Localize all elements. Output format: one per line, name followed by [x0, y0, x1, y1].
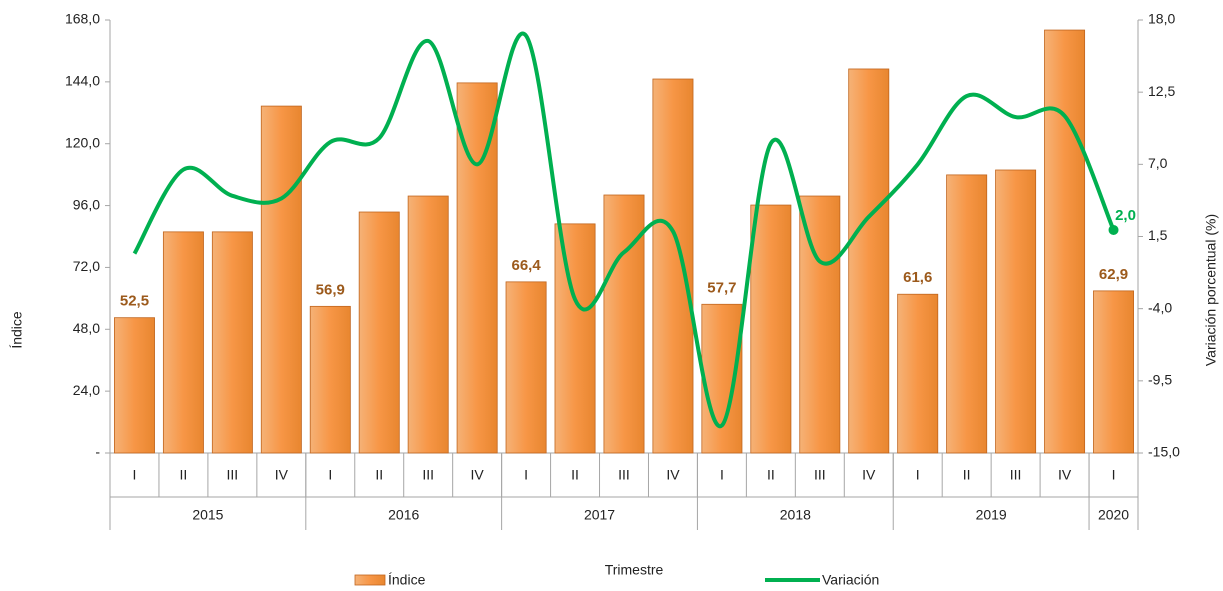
bar [358, 211, 400, 454]
x-tick-label: I [133, 467, 137, 483]
legend-label: Variación [822, 572, 879, 588]
x-axis-title: Trimestre [605, 562, 664, 578]
bar [162, 231, 204, 454]
bar [114, 317, 155, 454]
y2-tick-label: 12,5 [1148, 83, 1175, 99]
x-tick-label: II [571, 467, 579, 483]
y-tick-label: 24,0 [73, 382, 100, 398]
legend-swatch [354, 574, 386, 586]
y2-axis-title: Variación porcentual (%) [1203, 214, 1219, 366]
y2-tick-label: 18,0 [1148, 11, 1175, 27]
y-tick-label: 96,0 [73, 196, 100, 212]
data-label: 56,9 [316, 281, 345, 298]
line-marker [1108, 224, 1119, 235]
data-label: 62,9 [1099, 266, 1128, 283]
y-tick-label: 72,0 [73, 258, 100, 274]
x-tick-label: IV [666, 467, 680, 483]
bar [897, 293, 939, 454]
bar [995, 169, 1037, 454]
bar [407, 195, 449, 454]
bar [750, 204, 792, 454]
y-tick-label: 48,0 [73, 320, 100, 336]
bar [260, 105, 302, 454]
y-tick-label: - [95, 444, 100, 460]
data-label: 2,0 [1115, 207, 1136, 224]
data-label: 61,6 [903, 269, 932, 286]
y2-tick-label: -4,0 [1148, 299, 1172, 315]
y-tick-label: 168,0 [65, 11, 100, 27]
y2-tick-label: 7,0 [1148, 155, 1168, 171]
x-group-label: 2016 [388, 507, 419, 523]
bar [848, 68, 890, 454]
x-tick-label: III [1010, 467, 1022, 483]
bar [603, 194, 645, 454]
x-tick-label: III [618, 467, 630, 483]
x-tick-label: II [180, 467, 188, 483]
bar [1093, 290, 1134, 454]
x-tick-label: II [375, 467, 383, 483]
x-group-label: 2017 [584, 507, 615, 523]
x-tick-label: I [524, 467, 528, 483]
bar [554, 223, 596, 454]
x-group-label: 2020 [1098, 507, 1129, 523]
y2-tick-label: -15,0 [1148, 444, 1180, 460]
line [132, 31, 1116, 428]
x-tick-label: I [1112, 467, 1116, 483]
y2-tick-label: -9,5 [1148, 372, 1172, 388]
x-group-label: 2015 [192, 507, 223, 523]
y2-tick-label: 1,5 [1148, 227, 1168, 243]
data-label: 66,4 [511, 257, 541, 274]
data-label: 52,5 [120, 293, 149, 310]
x-tick-label: IV [862, 467, 876, 483]
y-tick-label: 144,0 [65, 73, 100, 89]
y-tick-label: 120,0 [65, 134, 100, 150]
bar [946, 174, 988, 454]
bar [1044, 29, 1086, 454]
y-axis-title: Índice [9, 311, 25, 349]
x-tick-label: I [720, 467, 724, 483]
bar [799, 195, 841, 454]
x-group-label: 2019 [976, 507, 1007, 523]
x-tick-label: IV [471, 467, 485, 483]
x-tick-label: II [963, 467, 971, 483]
x-tick-label: I [916, 467, 920, 483]
x-tick-label: III [227, 467, 239, 483]
x-tick-label: III [814, 467, 826, 483]
bar [505, 281, 547, 454]
x-tick-label: I [328, 467, 332, 483]
bar [309, 305, 351, 454]
x-tick-label: IV [1058, 467, 1072, 483]
bar [652, 78, 694, 454]
x-tick-label: IV [275, 467, 289, 483]
x-tick-label: II [767, 467, 775, 483]
bar [211, 231, 253, 454]
x-tick-label: III [422, 467, 434, 483]
data-label: 57,7 [707, 279, 736, 296]
x-group-label: 2018 [780, 507, 811, 523]
legend-label: Índice [388, 572, 426, 588]
